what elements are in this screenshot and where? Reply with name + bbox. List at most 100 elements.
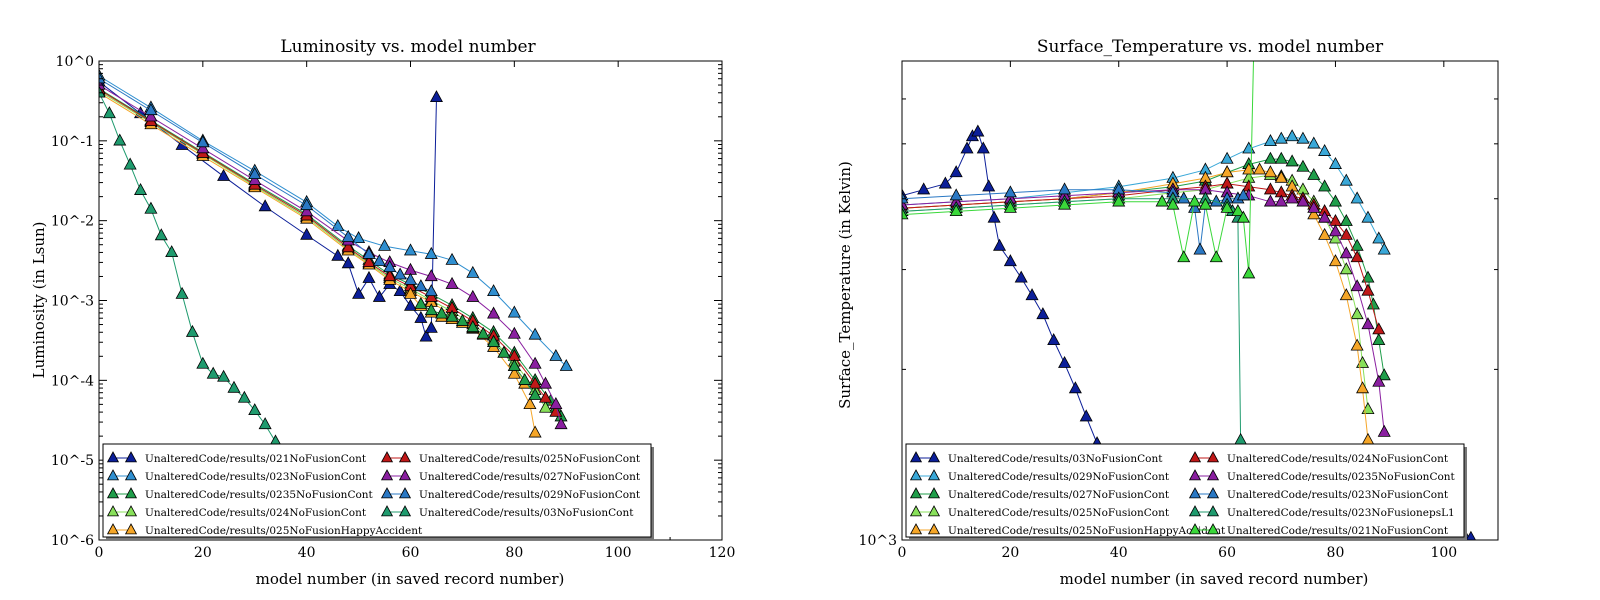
data-point	[528, 327, 542, 340]
series-8	[99, 85, 303, 480]
legend-item: UnalteredCode/results/027NoFusionCont	[909, 487, 1170, 501]
x-tick-label: 40	[1110, 545, 1128, 561]
series-line	[902, 189, 1385, 433]
data-point	[1155, 194, 1169, 207]
x-tick-label: 20	[194, 545, 212, 561]
data-point	[352, 286, 366, 299]
legend-item: UnalteredCode/results/025NoFusionCont	[380, 451, 641, 465]
data-point	[949, 165, 963, 178]
data-point	[982, 179, 996, 192]
data-point	[987, 210, 1001, 223]
legend-label: UnalteredCode/results/023NoFusionCont	[145, 471, 367, 483]
legend-label: UnalteredCode/results/0235NoFusionCont	[145, 489, 374, 501]
data-point	[1318, 210, 1332, 223]
data-point	[403, 243, 418, 256]
data-point	[1339, 246, 1353, 259]
x-tick-label: 0	[95, 545, 104, 561]
data-point	[331, 248, 345, 261]
data-point	[99, 85, 106, 98]
data-point	[993, 238, 1007, 251]
series-7	[99, 71, 438, 297]
legend-marker	[106, 505, 120, 517]
data-point	[341, 229, 355, 242]
legend-marker	[909, 523, 923, 535]
data-point	[1220, 151, 1234, 164]
legend-marker	[1188, 487, 1202, 499]
data-point	[1307, 167, 1321, 180]
series-line	[99, 89, 557, 413]
data-point	[507, 366, 521, 379]
data-point	[1177, 250, 1191, 263]
data-point	[1263, 151, 1277, 164]
legend-label: UnalteredCode/results/027NoFusionCont	[419, 471, 641, 483]
legend-marker	[1188, 451, 1202, 463]
x-tick-label: 40	[298, 545, 316, 561]
data-point	[1025, 288, 1039, 301]
legend-marker	[124, 523, 138, 535]
data-point	[466, 320, 480, 333]
legend-marker	[106, 487, 120, 499]
data-point	[1372, 322, 1386, 335]
data-point	[538, 376, 553, 389]
legend-label: UnalteredCode/results/0235NoFusionCont	[1227, 471, 1456, 483]
data-point	[1242, 266, 1256, 279]
data-point	[1372, 231, 1386, 244]
data-point	[300, 204, 314, 217]
data-point	[378, 238, 392, 251]
data-point	[99, 77, 106, 90]
legend-item: UnalteredCode/results/025NoFusionCont	[909, 505, 1170, 519]
data-point	[487, 334, 501, 347]
data-point	[1231, 204, 1245, 217]
axes: 0 20 40 60 80 100 120 10^-6 10^-5 10^-4 10^-3 10^-2…	[51, 54, 736, 561]
legend-label: UnalteredCode/results/024NoFusionCont	[1227, 453, 1449, 465]
data-point	[1328, 224, 1342, 237]
data-point	[487, 284, 501, 297]
data-point	[1307, 200, 1321, 213]
x-tick-label: 0	[898, 545, 907, 561]
legend-label: UnalteredCode/results/029NoFusionCont	[419, 489, 641, 501]
x-tick-label: 20	[1001, 545, 1019, 561]
data-point	[476, 326, 490, 339]
data-point	[538, 400, 553, 413]
data-point	[1079, 409, 1093, 422]
data-point	[1366, 297, 1380, 310]
data-point	[362, 255, 376, 268]
plot-area	[99, 68, 573, 480]
data-point	[165, 245, 179, 258]
data-point	[185, 324, 199, 337]
data-point	[403, 272, 418, 285]
legend-marker	[927, 451, 941, 463]
series-10	[414, 296, 542, 400]
series-1	[99, 68, 573, 371]
x-tick-label: 60	[1218, 545, 1236, 561]
legend-item: UnalteredCode/results/021NoFusionCont	[1188, 523, 1449, 537]
data-point	[1328, 254, 1342, 267]
data-point	[1112, 194, 1126, 207]
data-point	[549, 397, 563, 409]
data-point	[1339, 173, 1353, 186]
data-point	[1274, 194, 1288, 207]
data-point	[1307, 136, 1321, 149]
legend-marker	[1206, 487, 1220, 499]
data-point	[196, 141, 210, 154]
data-point	[1003, 185, 1017, 198]
data-point	[362, 270, 376, 283]
legend-item: UnalteredCode/results/027NoFusionCont	[380, 469, 641, 483]
data-point	[258, 417, 272, 430]
legend-marker	[1206, 451, 1220, 463]
data-point	[331, 218, 345, 231]
series-9	[902, 61, 1256, 279]
x-axis-label: model number (in saved record number)	[1060, 570, 1369, 588]
data-point	[1166, 197, 1180, 210]
series-line	[99, 75, 567, 367]
chart-title: Luminosity vs. model number	[280, 37, 536, 57]
data-point	[938, 176, 952, 189]
legend-marker	[909, 469, 923, 481]
y-tick-label: 10^0	[56, 54, 94, 70]
data-point	[1318, 179, 1332, 192]
legend-label: UnalteredCode/results/023NoFusionCont	[1227, 489, 1449, 501]
data-point	[507, 305, 521, 318]
legend-item: UnalteredCode/results/0235NoFusionCont	[106, 487, 374, 501]
data-point	[1253, 162, 1267, 175]
data-point	[1296, 194, 1310, 207]
